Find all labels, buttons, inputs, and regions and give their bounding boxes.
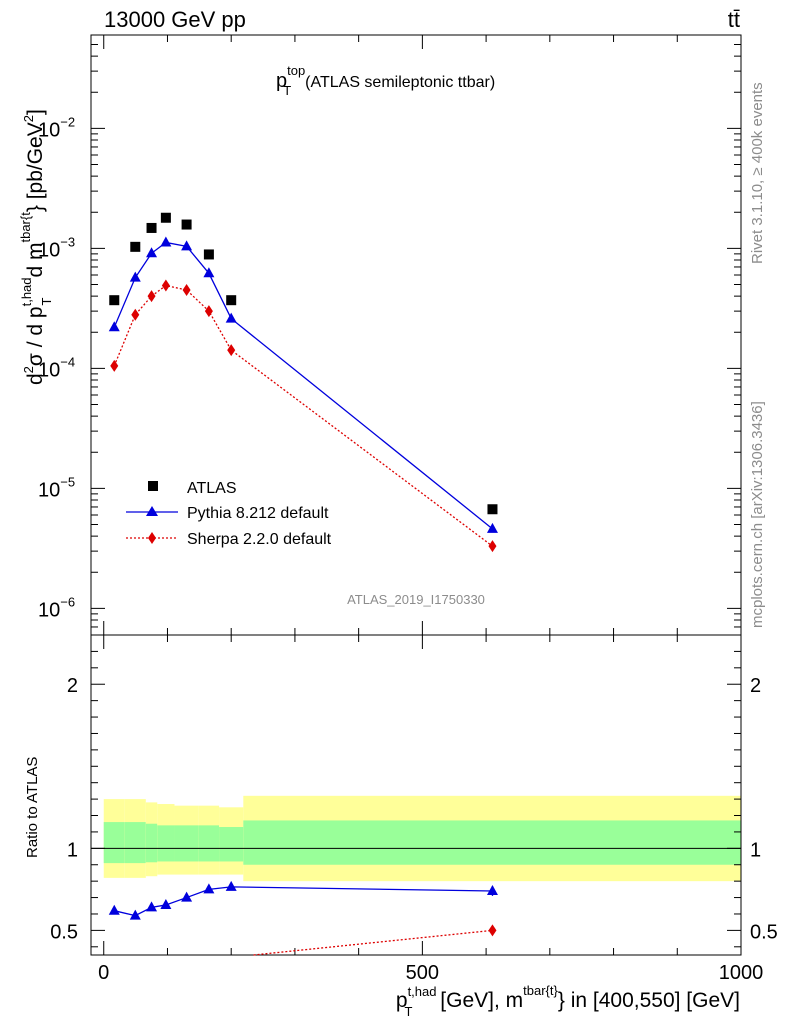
title-sup: top xyxy=(287,63,305,78)
green-band-segment xyxy=(243,820,741,865)
pythia-main-line xyxy=(113,241,493,530)
ratio-y-tick-label-right: 2 xyxy=(750,675,761,697)
main-axis-ticks xyxy=(91,34,742,636)
atlas-main-point xyxy=(487,504,498,515)
green-band-segment xyxy=(198,825,220,862)
title-main: p xyxy=(276,70,287,92)
ratio-y-tick-label: 0.5 xyxy=(50,921,78,943)
green-band-segment xyxy=(219,827,244,862)
y-label-text: d2σ / d pt,had Td mtbar{t} [pb/GeV2] xyxy=(18,109,54,385)
pythia-ratio-point xyxy=(225,880,237,891)
pythia-ratio-point xyxy=(203,883,215,894)
pythia-ratio-point xyxy=(108,904,120,915)
ratio-uncertainty-bands xyxy=(91,795,741,882)
atlas-main-point xyxy=(160,212,171,223)
pythia-main-point xyxy=(108,321,120,332)
ratio-y-tick-label-right: 0.5 xyxy=(750,921,778,943)
atlas-main-point xyxy=(130,241,141,252)
sherpa-ratio-point xyxy=(488,924,497,937)
ratio-series xyxy=(108,880,498,956)
main-y-tick-label: 10−6 xyxy=(38,594,75,621)
atlas-main-point xyxy=(226,295,237,306)
main-y-tick-label: 10−3 xyxy=(38,234,75,261)
green-band-segment xyxy=(174,825,199,862)
x-tick-label: 500 xyxy=(406,962,439,984)
pythia-main-point xyxy=(225,312,237,323)
ratio-y-axis-label: Ratio to ATLAS xyxy=(24,757,41,858)
pythia-ratio-line xyxy=(114,886,493,917)
legend-pythia-marker xyxy=(146,506,158,516)
pythia-main-point xyxy=(160,236,172,247)
pythia-ratio-point xyxy=(146,901,158,912)
pythia-main-point xyxy=(129,271,141,282)
x-tick-labels: 0 500 1000 xyxy=(98,962,763,984)
main-y-axis-label: d2σ / d pt,had Td mtbar{t} [pb/GeV2] xyxy=(18,109,54,385)
pythia-ratio-point xyxy=(160,898,172,909)
pythia-ratio-point xyxy=(486,885,498,895)
pythia-main-point xyxy=(181,240,193,251)
green-band-segment xyxy=(103,822,125,864)
green-band-segment xyxy=(157,825,175,862)
sherpa-main-point xyxy=(182,283,191,296)
ratio-frame xyxy=(90,634,742,956)
sherpa-main-point xyxy=(227,344,236,357)
pythia-main-point xyxy=(146,247,158,258)
main-y-tick-label: 10−2 xyxy=(38,114,75,141)
sherpa-main-line xyxy=(113,284,493,547)
mcplots-label: mcplots.cern.ch [arXiv:1306.3436] xyxy=(749,401,766,628)
sherpa-main-point xyxy=(488,540,497,553)
main-panel: 10−6 10−5 10−4 10−3 10−2 ptop T (ATLAS semilep… xyxy=(18,34,742,636)
analysis-watermark: ATLAS_2019_I1750330 xyxy=(347,592,485,607)
x-tick-label: 0 xyxy=(98,962,109,984)
main-y-tick-labels: 10−6 10−5 10−4 10−3 10−2 xyxy=(38,114,75,621)
plot-title: ptop T (ATLAS semileptonic ttbar) xyxy=(276,63,495,98)
atlas-main-point xyxy=(203,249,214,260)
main-y-tick-label: 10−4 xyxy=(38,354,75,381)
sherpa-main-point xyxy=(131,308,140,321)
x-axis-label: pt,had T [GeV], mtbar{t}} in [400,550] [G… xyxy=(396,983,740,1019)
sherpa-main-point xyxy=(147,290,156,303)
green-band-segment xyxy=(145,823,158,863)
atlas-main-point xyxy=(109,295,120,306)
pythia-ratio-point xyxy=(129,909,141,920)
pythia-main-point xyxy=(486,522,498,533)
ratio-axis-ticks xyxy=(91,634,742,955)
atlas-main-point xyxy=(146,222,157,233)
atlas-main-point xyxy=(181,219,192,230)
pythia-main-point xyxy=(203,267,215,278)
ratio-panel: 0.5 0.5 1 1 2 2 0 500 1000 Ratio to ATLAS pt,ha… xyxy=(24,634,778,1019)
ratio-y-tick-label: 1 xyxy=(67,839,78,861)
ratio-y-tick-label-right: 1 xyxy=(750,839,761,861)
main-y-tick-label: 10−5 xyxy=(38,474,75,501)
legend-atlas-marker xyxy=(148,481,158,491)
rivet-version-label: Rivet 3.1.10, ≥ 400k events xyxy=(749,82,766,264)
sherpa-ratio-line xyxy=(253,929,493,956)
pythia-ratio-point xyxy=(181,891,193,902)
sherpa-main-point xyxy=(204,305,213,318)
sherpa-main-point xyxy=(110,359,119,372)
legend: ATLAS Pythia 8.212 default Sherpa 2.2.0 … xyxy=(126,480,332,548)
green-band-segment xyxy=(124,822,146,864)
energy-label: 13000 GeV pp xyxy=(104,7,246,32)
process-label: tt̄ xyxy=(728,7,740,32)
main-series xyxy=(108,212,498,553)
legend-sherpa-marker xyxy=(148,532,156,544)
title-rest: (ATLAS semileptonic ttbar) xyxy=(305,74,495,91)
ratio-y-tick-labels: 0.5 0.5 1 1 2 2 xyxy=(50,675,778,943)
x-tick-label: 1000 xyxy=(719,962,764,984)
ratio-y-tick-label: 2 xyxy=(67,675,78,697)
legend-pythia-label: Pythia 8.212 default xyxy=(187,505,329,522)
legend-atlas-label: ATLAS xyxy=(187,480,237,497)
title-sub: T xyxy=(283,83,291,98)
sherpa-main-point xyxy=(161,279,170,292)
legend-sherpa-label: Sherpa 2.2.0 default xyxy=(187,531,332,548)
